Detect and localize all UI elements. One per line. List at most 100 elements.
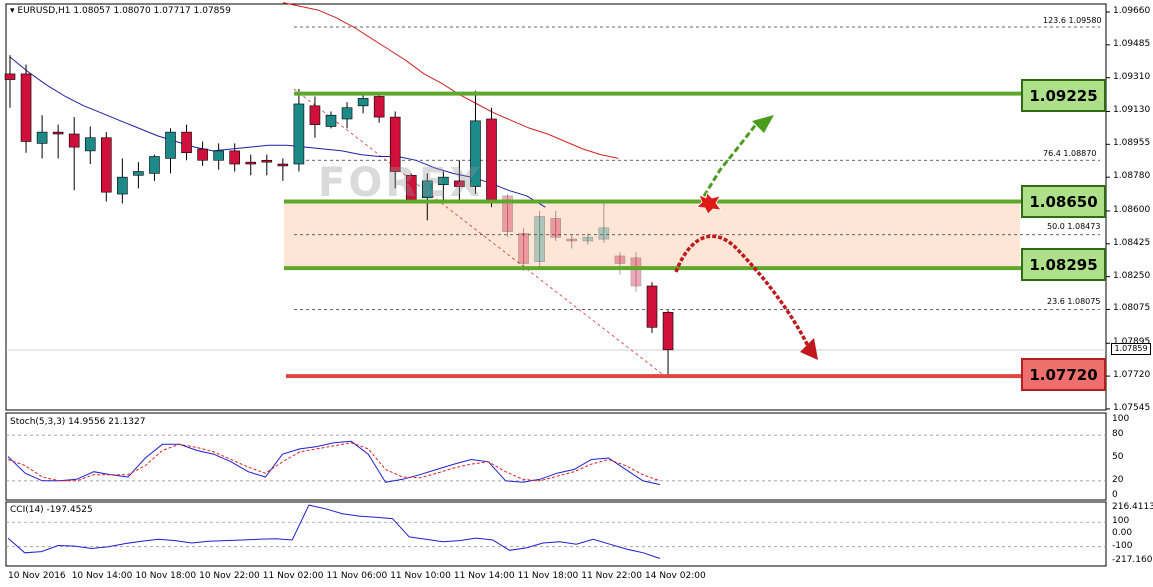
x-tick-label: 10 Nov 22:00 bbox=[199, 571, 260, 581]
stoch-main-line bbox=[7, 440, 661, 486]
candle-body bbox=[277, 163, 289, 167]
candle-body bbox=[245, 161, 257, 165]
candle-body bbox=[36, 131, 48, 144]
level-box-2: 1.08650 bbox=[1021, 185, 1106, 218]
watermark: FOREX bbox=[318, 160, 484, 206]
fib-236-label: 23.6 1.08075 bbox=[1047, 297, 1101, 306]
candle-body bbox=[117, 176, 128, 195]
x-tick-label: 11 Nov 18:00 bbox=[517, 571, 579, 581]
candle-body bbox=[389, 116, 401, 172]
bearish-arrow-path bbox=[674, 234, 810, 347]
candle-body bbox=[454, 180, 465, 187]
candle-body bbox=[502, 195, 513, 232]
bearish-arrow-head bbox=[800, 338, 818, 360]
x-tick-label: 10 Nov 18:00 bbox=[135, 571, 197, 581]
fib-764-label: 76.4 1.08870 bbox=[1043, 149, 1097, 158]
stoch-panel bbox=[5, 412, 1107, 501]
cci-tick-label: -100 bbox=[1112, 540, 1133, 551]
stoch-tick-label: 100 bbox=[1112, 414, 1130, 424]
candle-body bbox=[325, 114, 337, 127]
stoch-tick-label: 80 bbox=[1112, 429, 1124, 440]
y-tick-label: 1.08955 bbox=[1113, 138, 1151, 149]
stoch-tick-label: 50 bbox=[1112, 452, 1124, 462]
candle-body bbox=[261, 159, 273, 163]
candle-body bbox=[101, 137, 112, 193]
candle-body bbox=[598, 227, 610, 240]
stoch-signal-line bbox=[7, 442, 661, 482]
candle-body bbox=[133, 171, 144, 176]
y-tick-label: 1.08250 bbox=[1113, 270, 1151, 281]
candle-body bbox=[197, 148, 208, 161]
candle-body bbox=[550, 218, 562, 238]
y-tick-label: 1.08780 bbox=[1113, 171, 1151, 182]
y-tick-label: 1.09660 bbox=[1113, 6, 1151, 16]
resistance-zone bbox=[284, 201, 1020, 269]
x-tick-label: 14 Nov 02:00 bbox=[645, 571, 706, 581]
fib-1236-label: 123.6 1.09580 bbox=[1043, 16, 1102, 25]
y-tick-label: 1.09310 bbox=[1113, 71, 1151, 82]
candle-body bbox=[293, 103, 305, 165]
stoch-header: Stoch(5,3,3) 14.9556 21.1327 bbox=[10, 417, 146, 427]
candle-body bbox=[229, 150, 240, 165]
candle-body bbox=[438, 176, 449, 185]
y-tick-label: 1.08425 bbox=[1113, 237, 1151, 248]
candle-body bbox=[373, 96, 385, 118]
candle-body bbox=[582, 236, 594, 242]
x-tick-label: 11 Nov 02:00 bbox=[262, 571, 324, 581]
cci-tick-label: 100 bbox=[1112, 516, 1130, 527]
candle-body bbox=[630, 257, 642, 287]
candle-body bbox=[614, 255, 626, 264]
breakout-star-icon bbox=[696, 192, 722, 215]
candle-body bbox=[662, 311, 674, 351]
stoch-tick-label: 20 bbox=[1112, 474, 1124, 485]
candle-body bbox=[566, 238, 578, 242]
x-tick-label: 10 Nov 14:00 bbox=[71, 571, 133, 581]
candle-body bbox=[341, 107, 353, 120]
candle-body bbox=[421, 180, 433, 199]
candle-body bbox=[181, 131, 192, 154]
main-panel bbox=[5, 3, 1107, 411]
candle-body bbox=[68, 133, 80, 148]
ma-slow-line bbox=[282, 2, 619, 159]
level-box-1: 1.09225 bbox=[1021, 79, 1106, 112]
level-box-3: 1.08295 bbox=[1021, 248, 1106, 281]
stoch-tick-label: 0 bbox=[1112, 490, 1118, 500]
ohlc-values: 1.08057 1.08070 1.07717 1.07859 bbox=[73, 6, 231, 16]
cci-tick-label: 216.4113 bbox=[1112, 502, 1153, 512]
level-box-4: 1.07720 bbox=[1021, 358, 1106, 391]
cci-tick-label: -217.1603 bbox=[1112, 555, 1153, 565]
candle-body bbox=[646, 285, 658, 328]
dropdown-triangle-icon[interactable]: ▾ bbox=[10, 6, 15, 16]
x-tick-label: 11 Nov 10:00 bbox=[390, 571, 451, 581]
candle-body bbox=[518, 233, 529, 264]
ma-fast-line bbox=[9, 56, 546, 208]
bullish-arrow-head bbox=[752, 115, 774, 133]
y-tick-label: 1.07545 bbox=[1113, 402, 1151, 413]
cci-line bbox=[7, 504, 661, 559]
cci-tick-label: 0.00 bbox=[1112, 528, 1133, 539]
current-price-tag: 1.07859 bbox=[1111, 343, 1151, 355]
candle-body bbox=[149, 156, 160, 174]
candle-body bbox=[20, 73, 32, 142]
x-tick-label: 10 Nov 2016 bbox=[8, 571, 66, 581]
y-tick-label: 1.08075 bbox=[1113, 303, 1151, 314]
y-tick-label: 1.07720 bbox=[1113, 370, 1151, 381]
candle-body bbox=[52, 131, 64, 135]
x-tick-label: 11 Nov 22:00 bbox=[581, 571, 642, 581]
cci-header: CCI(14) -197.4525 bbox=[10, 505, 93, 515]
bullish-arrow-path bbox=[702, 122, 759, 197]
symbol-header: ▾ EURUSD,H1 1.08057 1.08070 1.07717 1.07… bbox=[10, 6, 231, 16]
candle-body bbox=[165, 131, 176, 159]
y-tick-label: 1.09130 bbox=[1113, 105, 1151, 116]
fib-trendline bbox=[293, 88, 666, 377]
symbol-label: EURUSD,H1 bbox=[17, 6, 71, 16]
candle-body bbox=[84, 137, 96, 152]
candle-body bbox=[309, 105, 321, 125]
x-tick-label: 11 Nov 06:00 bbox=[326, 571, 388, 581]
candle-body bbox=[357, 98, 369, 107]
candle-body bbox=[486, 118, 497, 200]
x-tick-label: 11 Nov 14:00 bbox=[453, 571, 515, 581]
y-tick-label: 1.08600 bbox=[1113, 204, 1151, 215]
